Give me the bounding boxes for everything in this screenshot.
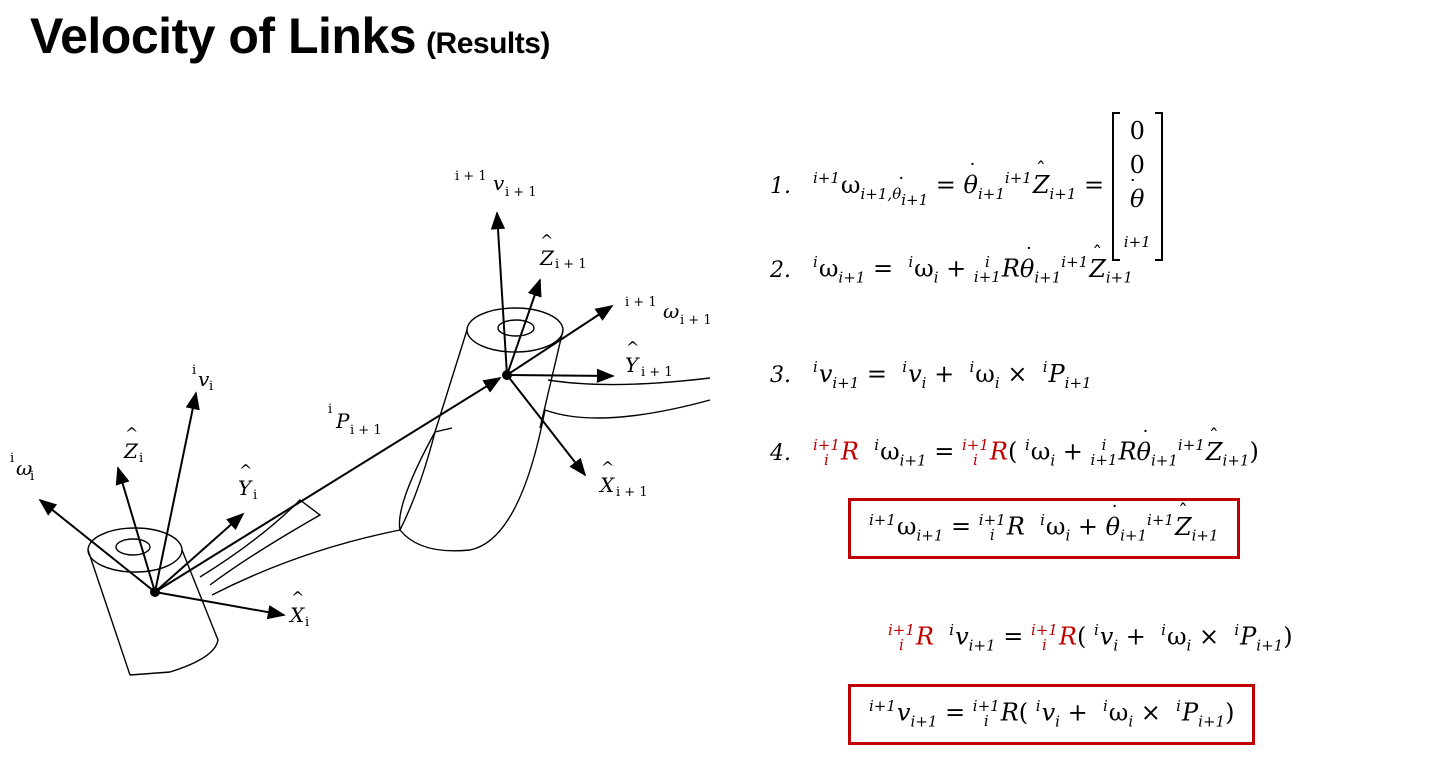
w-next-label: ω — [663, 299, 679, 323]
p-arrow — [154, 377, 502, 593]
x-i-sub: i — [305, 615, 309, 630]
link-next-bore — [497, 319, 535, 337]
v-i-pre: i — [192, 363, 196, 378]
y-next-arrow — [506, 368, 615, 384]
svg-text:^: ^ — [239, 461, 252, 480]
omega-next-arrow — [506, 305, 614, 376]
equation-2-number: 2. — [770, 257, 791, 283]
equation-1: 1.i+1ωi+1,θi+1 = θi+1i+1Zi+1 = 00θi+1 — [770, 112, 1163, 261]
w-next-pre: i + 1 — [625, 295, 657, 310]
z-i-label: Z — [123, 439, 139, 463]
svg-text:^: ^ — [291, 588, 304, 607]
v-next-pre: i + 1 — [455, 169, 487, 184]
axes-frame-next — [490, 211, 615, 477]
link-i-bore — [115, 538, 151, 556]
x-next-sub: i + 1 — [616, 485, 648, 500]
w-i-label: ω — [16, 456, 32, 480]
x-i-label: X — [288, 603, 305, 627]
svg-text:^: ^ — [626, 338, 639, 357]
svg-text:^: ^ — [540, 231, 553, 250]
w-next-sub: i + 1 — [680, 313, 712, 328]
y-next-label: Y — [625, 353, 640, 377]
y-i-label: Y — [238, 476, 253, 500]
v-next-sub: i + 1 — [505, 185, 537, 200]
v-next-arrow — [490, 211, 508, 376]
z-next-sub: i + 1 — [555, 257, 587, 272]
result-omega-box: i+1ωi+1 = i+1iR iωi + θi+1i+1Zi+1 — [848, 498, 1240, 559]
w-i-sub: i — [30, 469, 34, 484]
equation-4-number: 4. — [770, 440, 791, 466]
result-velocity-box: i+1vi+1 = i+1 i R( ivi + iωi × iPi+1) — [848, 684, 1256, 745]
y-next-sub: i + 1 — [641, 365, 673, 380]
title-text: Velocity of Links — [30, 8, 417, 64]
axes-frame-i — [38, 377, 502, 620]
v-next-label: v — [493, 171, 505, 195]
equation-1-number: 1. — [770, 174, 791, 199]
p-label: P — [335, 409, 350, 433]
diagram-labels: i + 1 v i + 1 Z ^ i + 1 i + 1 ω i + 1 Y … — [10, 169, 712, 630]
v-i-sub: i — [209, 379, 213, 394]
z-next-arrow — [506, 278, 542, 376]
v-i-label: v — [198, 367, 210, 391]
link-i-body — [87, 499, 401, 676]
x-i-arrow — [154, 591, 286, 620]
equation-1-matrix: 00θi+1 — [1111, 112, 1163, 261]
equation-3-number: 3. — [770, 363, 791, 388]
x-next-label: X — [598, 473, 615, 497]
p-sub: i + 1 — [350, 423, 382, 438]
v-i-arrow — [154, 391, 200, 593]
w-i-pre: i — [10, 451, 14, 466]
y-i-sub: i — [253, 488, 257, 503]
svg-text:^: ^ — [125, 424, 138, 443]
link-velocity-diagram: i + 1 v i + 1 Z ^ i + 1 i + 1 ω i + 1 Y … — [10, 169, 712, 676]
x-next-arrow — [506, 374, 587, 477]
link-body — [199, 499, 322, 586]
omega-i-arrow — [38, 498, 156, 593]
z-i-sub: i — [139, 451, 143, 466]
p-pre: i — [328, 402, 332, 417]
svg-text:^: ^ — [601, 458, 614, 477]
equation-3: 3. ivi+1 = ivi + iωi × iPi+1 — [770, 358, 1092, 392]
equation-5: i+1 i R ivi+1 = i+1 i R( ivi + iωi × iPi+1) — [888, 620, 1293, 655]
y-i-arrow — [154, 512, 245, 593]
equation-2: 2.iωi+1 = iωi + ii+1Rθi+1i+1Zi+1 — [770, 243, 1133, 286]
z-i-arrow — [115, 466, 156, 593]
z-next-label: Z — [539, 246, 555, 270]
slide-title: Velocity of Links (Results) — [30, 6, 550, 74]
link-next-top-ellipse — [466, 307, 564, 353]
equation-4: 4.i+1iR iωi+1 = i+1iR( iωi + ii+1Rθi+1i+… — [770, 426, 1259, 469]
title-subtitle: (Results) — [426, 27, 550, 60]
